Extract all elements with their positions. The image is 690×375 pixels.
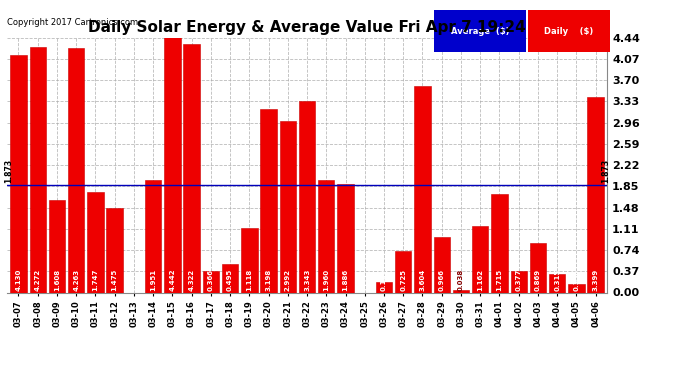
Bar (241, 228, 257, 292)
Bar (491, 194, 508, 292)
Text: Average  ($): Average ($) (451, 27, 510, 36)
Text: 1.951: 1.951 (150, 269, 156, 291)
Text: 0.869: 0.869 (535, 269, 541, 291)
Bar (511, 271, 527, 292)
Bar (106, 208, 123, 292)
Text: Copyright 2017 Cartronics.com: Copyright 2017 Cartronics.com (7, 18, 138, 27)
Text: 4.322: 4.322 (188, 269, 195, 291)
Bar (279, 121, 296, 292)
Bar (395, 251, 411, 292)
Bar (203, 272, 219, 292)
Text: Daily    ($): Daily ($) (544, 27, 593, 36)
Bar (68, 48, 84, 292)
Bar (569, 284, 584, 292)
Text: 1.162: 1.162 (477, 269, 483, 291)
Bar (299, 100, 315, 292)
Text: 1.475: 1.475 (112, 269, 118, 291)
Bar (472, 226, 489, 292)
Text: 0.377: 0.377 (515, 269, 522, 291)
Text: 3.604: 3.604 (420, 269, 426, 291)
Bar (10, 55, 27, 292)
Text: 3.343: 3.343 (304, 269, 310, 291)
Bar (222, 264, 238, 292)
Text: 3.198: 3.198 (266, 269, 272, 291)
Bar (49, 200, 65, 292)
Bar (414, 86, 431, 292)
Bar (260, 109, 277, 292)
Text: 0.366: 0.366 (208, 269, 214, 291)
Text: 1.608: 1.608 (54, 269, 60, 291)
Text: 0.315: 0.315 (554, 269, 560, 291)
Text: 4.263: 4.263 (73, 269, 79, 291)
Text: 4.442: 4.442 (169, 269, 175, 291)
Bar (184, 44, 200, 292)
Text: 0.725: 0.725 (400, 269, 406, 291)
Title: Daily Solar Energy & Average Value Fri Apr 7 19:24: Daily Solar Energy & Average Value Fri A… (88, 20, 526, 35)
Text: 1.873: 1.873 (4, 159, 13, 183)
Bar (376, 282, 392, 292)
Bar (453, 290, 469, 292)
Text: 2.992: 2.992 (285, 269, 290, 291)
Text: 0.966: 0.966 (439, 269, 445, 291)
Bar (318, 180, 335, 292)
Bar (587, 97, 604, 292)
Bar (549, 274, 565, 292)
Bar (87, 192, 104, 292)
Bar (30, 47, 46, 292)
Text: 0.495: 0.495 (227, 269, 233, 291)
Text: 4.272: 4.272 (34, 269, 41, 291)
Text: 4.130: 4.130 (15, 269, 21, 291)
Bar (337, 184, 354, 292)
Bar (530, 243, 546, 292)
Text: 1.118: 1.118 (246, 269, 253, 291)
Text: 0.038: 0.038 (458, 269, 464, 291)
Text: 1.960: 1.960 (324, 269, 329, 291)
Text: 1.886: 1.886 (342, 269, 348, 291)
Bar (145, 180, 161, 292)
Text: 3.399: 3.399 (593, 269, 599, 291)
Text: 1.747: 1.747 (92, 269, 99, 291)
Text: 1.873: 1.873 (601, 159, 610, 183)
Text: 0.156: 0.156 (573, 269, 580, 291)
Text: 1.715: 1.715 (496, 269, 502, 291)
Text: 0.186: 0.186 (381, 269, 387, 291)
Bar (164, 38, 181, 292)
Bar (433, 237, 450, 292)
